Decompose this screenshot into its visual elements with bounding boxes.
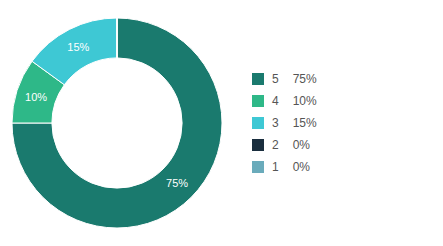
legend-item: 2 0% [252,138,310,152]
chart: 75%10%15%575%410%315%20%10% [0,0,443,246]
data-label: 75% [166,177,188,189]
legend-category: 1 [272,160,279,174]
slice [116,18,117,58]
legend-category: 3 [272,116,279,130]
legend-swatch [252,73,264,85]
legend: 5 75% 4 10% 3 15% 2 0% 1 0% [252,72,317,174]
slice [116,18,117,58]
legend-swatch [252,139,264,151]
slice [32,18,117,85]
legend-label: 4 10% [272,94,317,108]
legend-swatch [252,95,264,107]
legend-value: 0% [293,160,311,174]
legend-item: 4 10% [252,94,317,108]
legend-swatch [252,117,264,129]
legend-value: 75% [293,72,317,86]
legend-label: 5 75% [272,72,317,86]
legend-category: 4 [272,94,279,108]
legend-label: 3 15% [272,116,317,130]
legend-swatch [252,161,264,173]
data-labels: 75% 10% 15% [25,41,188,189]
legend-category: 2 [272,138,279,152]
slice [12,18,222,228]
legend-category: 5 [272,72,279,86]
data-label: 10% [25,91,47,103]
legend-item: 3 15% [252,116,317,130]
slices [12,18,222,228]
legend-item: 1 0% [252,160,310,174]
data-label: 15% [67,41,89,53]
legend-label: 2 0% [272,138,310,152]
legend-value: 0% [293,138,311,152]
legend-value: 15% [293,116,317,130]
legend-item: 5 75% [252,72,317,86]
legend-label: 1 0% [272,160,310,174]
legend-value: 10% [293,94,317,108]
